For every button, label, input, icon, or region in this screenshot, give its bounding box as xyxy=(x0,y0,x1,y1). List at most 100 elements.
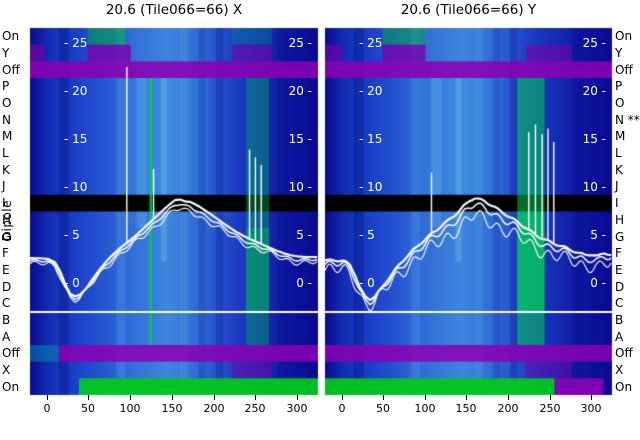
x-tick-label: 0 xyxy=(338,402,346,415)
inner-y-tick-left: - 10 xyxy=(64,180,88,194)
inner-y-tick-right: 20 - xyxy=(288,84,312,98)
inner-y-tick-left: - 0 xyxy=(359,276,375,290)
row-label-left: I xyxy=(2,196,6,211)
row-label-left: A xyxy=(2,329,11,344)
inner-y-tick-right: 5 - xyxy=(296,228,312,242)
x-tick-label: 100 xyxy=(414,402,436,415)
x-tick-label: 0 xyxy=(43,402,51,415)
inner-y-tick-left: - 20 xyxy=(359,84,383,98)
row-label-right: N ** xyxy=(615,112,640,127)
x-tick-mark xyxy=(172,395,173,400)
row-label-right: M xyxy=(615,129,626,144)
row-label-right: G xyxy=(615,229,625,244)
x-tick-label: 200 xyxy=(203,402,225,415)
inner-y-tick-right: 10 - xyxy=(288,180,312,194)
panel-y-title: 20.6 (Tile066=66) Y xyxy=(400,2,537,18)
row-label-right: I xyxy=(615,196,619,211)
row-label-left: C xyxy=(2,296,11,311)
x-tick-mark xyxy=(383,395,384,400)
x-tick-label: 50 xyxy=(81,402,95,415)
row-label-left: D xyxy=(2,279,12,294)
row-label-right: X xyxy=(615,362,624,377)
row-label-right: B xyxy=(615,312,624,327)
x-tick-label: 100 xyxy=(119,402,141,415)
inner-y-tick-right: 0 - xyxy=(590,276,606,290)
row-label-right: A xyxy=(615,329,624,344)
row-label-right: Off xyxy=(615,62,633,77)
row-label-right: J xyxy=(615,179,619,194)
x-tick-label: 300 xyxy=(286,402,308,415)
x-tick-mark xyxy=(550,395,551,400)
row-label-right: K xyxy=(615,162,623,177)
row-label-left: G xyxy=(2,229,12,244)
row-label-right: L xyxy=(615,146,622,161)
x-tick-mark xyxy=(342,395,343,400)
row-label-right: E xyxy=(615,262,623,277)
x-tick-mark xyxy=(508,395,509,400)
row-label-right: On xyxy=(615,379,633,394)
row-label-right: F xyxy=(615,246,622,261)
x-tick-label: 50 xyxy=(376,402,390,415)
x-tick-mark xyxy=(130,395,131,400)
row-label-right: Off xyxy=(615,346,633,361)
row-label-left: J xyxy=(2,179,6,194)
inner-y-tick-left: - 5 xyxy=(64,228,80,242)
inner-y-tick-right: 20 - xyxy=(582,84,606,98)
row-label-left: K xyxy=(2,162,10,177)
inner-y-tick-right: 25 - xyxy=(288,36,312,50)
x-tick-label: 200 xyxy=(497,402,519,415)
row-label-right: D xyxy=(615,279,625,294)
x-tick-mark xyxy=(47,395,48,400)
inner-y-tick-right: 5 - xyxy=(590,228,606,242)
inner-y-tick-right: 25 - xyxy=(582,36,606,50)
row-label-left: P xyxy=(2,79,10,94)
x-tick-label: 250 xyxy=(244,402,266,415)
row-label-right: O xyxy=(615,96,625,111)
x-tick-label: 150 xyxy=(161,402,183,415)
x-tick-mark xyxy=(214,395,215,400)
panel-x-title: 20.6 (Tile066=66) X xyxy=(105,2,243,18)
row-label-left: F xyxy=(2,246,9,261)
inner-y-tick-right: 15 - xyxy=(288,132,312,146)
row-label-left: H xyxy=(2,212,12,227)
inner-y-tick-left: - 0 xyxy=(64,276,80,290)
inner-y-tick-left: - 15 xyxy=(359,132,383,146)
inner-y-tick-left: - 20 xyxy=(64,84,88,98)
inner-y-tick-left: - 25 xyxy=(359,36,383,50)
row-label-right: P xyxy=(615,79,623,94)
row-label-left: Y xyxy=(2,46,10,61)
inner-y-tick-left: - 15 xyxy=(64,132,88,146)
row-label-left: B xyxy=(2,312,11,327)
row-label-left: M xyxy=(2,129,13,144)
x-tick-label: 250 xyxy=(539,402,561,415)
row-label-left: E xyxy=(2,262,10,277)
row-label-left: Off xyxy=(2,346,20,361)
x-tick-mark xyxy=(466,395,467,400)
inner-y-tick-left: - 25 xyxy=(64,36,88,50)
row-label-left: O xyxy=(2,96,12,111)
row-label-left: On xyxy=(2,29,20,44)
row-label-right: Y xyxy=(615,46,623,61)
inner-y-tick-left: - 5 xyxy=(359,228,375,242)
row-label-left: X xyxy=(2,362,11,377)
row-label-left: N xyxy=(2,112,11,127)
x-tick-label: 300 xyxy=(580,402,602,415)
row-label-right: On xyxy=(615,29,633,44)
x-tick-mark xyxy=(88,395,89,400)
x-tick-label: 150 xyxy=(455,402,477,415)
x-tick-mark xyxy=(425,395,426,400)
inner-y-tick-right: 0 - xyxy=(296,276,312,290)
row-label-left: Off xyxy=(2,62,20,77)
x-tick-mark xyxy=(297,395,298,400)
row-label-right: C xyxy=(615,296,624,311)
row-label-left: On xyxy=(2,379,20,394)
inner-y-tick-left: - 10 xyxy=(359,180,383,194)
x-tick-mark xyxy=(591,395,592,400)
row-label-left: L xyxy=(2,146,9,161)
row-label-right: H xyxy=(615,212,625,227)
inner-y-tick-right: 15 - xyxy=(582,132,606,146)
x-tick-mark xyxy=(255,395,256,400)
inner-y-tick-right: 10 - xyxy=(582,180,606,194)
